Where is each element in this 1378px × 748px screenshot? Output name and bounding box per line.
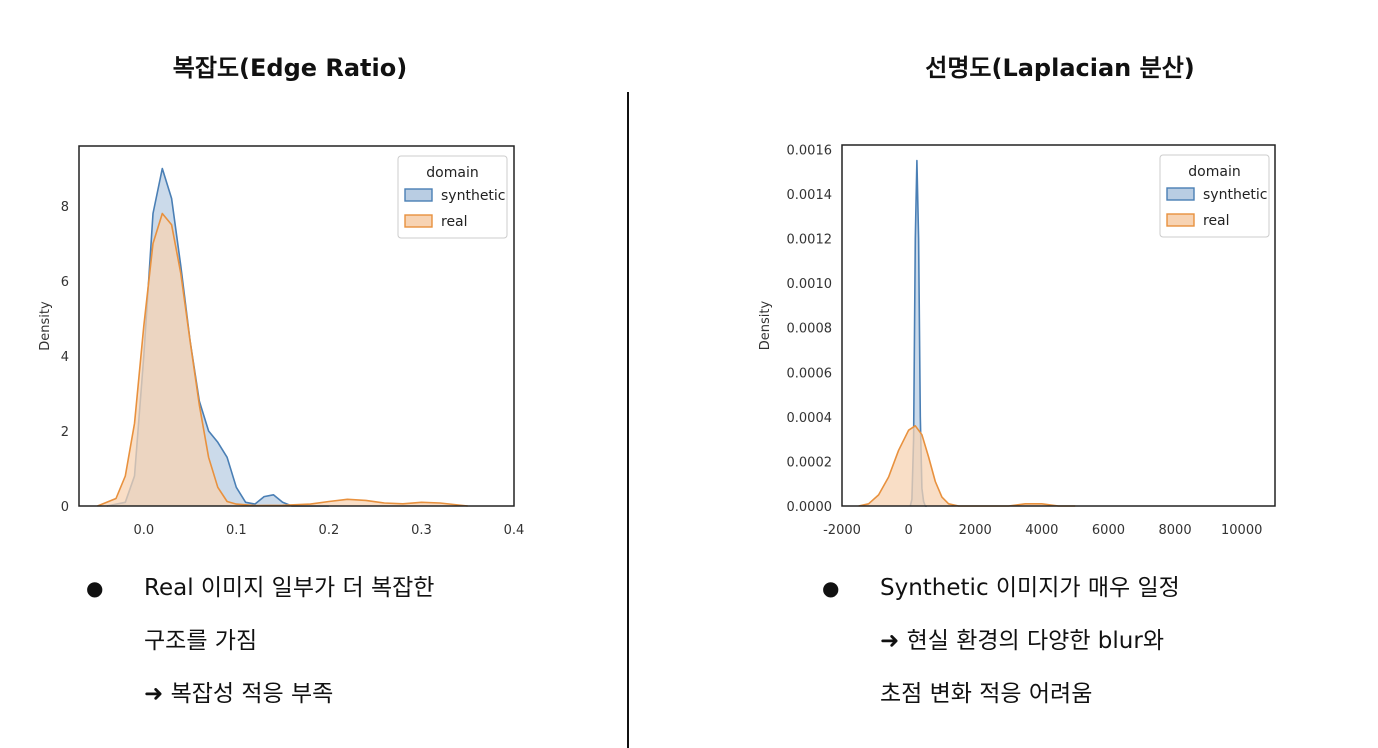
- y-axis-label: Density: [758, 300, 773, 350]
- x-tick-label: 8000: [1159, 523, 1192, 538]
- bullet-text: 초점 변화 적응 어려움: [880, 681, 1093, 707]
- legend-label-synthetic: synthetic: [441, 188, 506, 204]
- right-bullet-list: ● Synthetic 이미지가 매우 일정 ➜ 현실 환경의 다양한 blur…: [822, 562, 1180, 721]
- series-area-real: [858, 425, 1076, 506]
- y-tick-label: 0.0016: [787, 143, 833, 158]
- left-chart-title: 복잡도(Edge Ratio): [172, 54, 408, 82]
- y-tick-label: 0.0002: [787, 455, 833, 470]
- legend-title: domain: [1188, 164, 1240, 180]
- bullet-text: Synthetic 이미지가 매우 일정: [880, 575, 1180, 601]
- y-tick-label: 0.0012: [787, 233, 833, 248]
- x-tick-label: 0.0: [133, 523, 154, 538]
- y-tick-label: 6: [61, 275, 69, 290]
- x-tick-label: 0.2: [319, 523, 340, 538]
- x-tick-label: 4000: [1025, 523, 1058, 538]
- plot-frame: [78, 145, 515, 507]
- y-tick-label: 4: [61, 350, 69, 365]
- legend-label-synthetic: synthetic: [1203, 187, 1268, 203]
- bullet-text: 구조를 가짐: [144, 628, 258, 654]
- bullet-dot: ●: [822, 576, 840, 600]
- x-tick-label: -2000: [823, 523, 861, 538]
- x-tick-label: 0: [904, 523, 912, 538]
- legend-label-real: real: [441, 214, 468, 230]
- y-tick-label: 2: [61, 425, 69, 440]
- bullet-text: ➜ 현실 환경의 다양한 blur와: [880, 628, 1164, 654]
- x-tick-label: 0.1: [226, 523, 247, 538]
- y-tick-label: 8: [61, 200, 69, 215]
- legend-swatch-real: [1166, 213, 1195, 227]
- x-tick-label: 10000: [1221, 523, 1262, 538]
- bullet-text: Real 이미지 일부가 더 복잡한: [144, 575, 435, 601]
- y-tick-label: 0.0010: [787, 277, 833, 292]
- y-tick-label: 0.0000: [787, 500, 833, 515]
- y-tick-label: 0.0006: [787, 366, 833, 381]
- y-tick-label: 0.0008: [787, 322, 833, 337]
- left-bullet-list: ● Real 이미지 일부가 더 복잡한 구조를 가짐 ➜ 복잡성 적응 부족: [86, 562, 434, 721]
- legend-label-real: real: [1203, 213, 1230, 229]
- y-tick-label: 0: [61, 500, 69, 515]
- y-tick-label: 0.0014: [787, 188, 833, 203]
- legend-swatch-real: [404, 214, 433, 228]
- bullet-dot: ●: [86, 576, 104, 600]
- x-tick-label: 0.3: [411, 523, 432, 538]
- legend-swatch-synthetic: [1166, 187, 1195, 201]
- right-chart-title: 선명도(Laplacian 분산): [925, 54, 1195, 82]
- x-tick-label: 2000: [959, 523, 992, 538]
- plot-frame: [841, 144, 1276, 507]
- y-axis-label: Density: [38, 301, 53, 351]
- x-tick-label: 6000: [1092, 523, 1125, 538]
- series-line-real: [97, 212, 468, 507]
- panel-divider: [627, 92, 629, 748]
- bullet-text: ➜ 복잡성 적응 부족: [144, 681, 334, 707]
- series-line-real: [858, 425, 1076, 507]
- legend-swatch-synthetic: [404, 188, 433, 202]
- y-tick-label: 0.0004: [787, 411, 833, 426]
- x-tick-label: 0.4: [504, 523, 525, 538]
- legend-title: domain: [426, 165, 478, 181]
- series-area-real: [97, 213, 468, 506]
